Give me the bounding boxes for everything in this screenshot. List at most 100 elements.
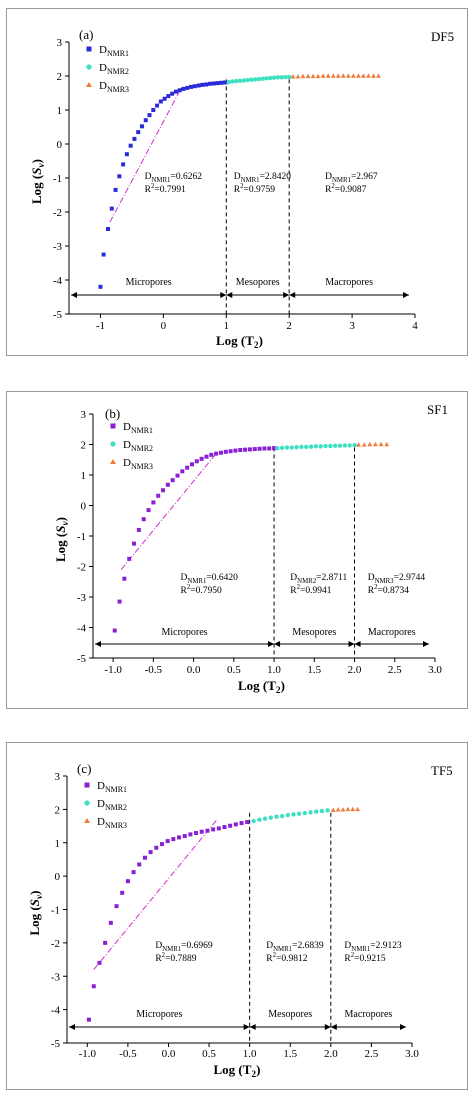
x-tick-label: 1.5 bbox=[283, 1048, 297, 1060]
data-point-nmr1 bbox=[185, 465, 190, 470]
arrow-head bbox=[274, 641, 281, 647]
legend-entry: DNMR2 bbox=[123, 439, 153, 453]
legend-entry: DNMR1 bbox=[99, 44, 129, 58]
data-point-nmr1 bbox=[109, 206, 114, 211]
data-point-nmr3 bbox=[335, 73, 341, 78]
y-tick-label: 3 bbox=[55, 771, 61, 783]
data-point-nmr1 bbox=[113, 187, 118, 192]
x-tick-label: 2.0 bbox=[324, 1048, 338, 1060]
data-point-nmr1 bbox=[162, 96, 167, 101]
data-point-nmr1 bbox=[159, 842, 164, 847]
data-point-nmr1 bbox=[171, 837, 176, 842]
data-point-nmr1 bbox=[215, 81, 220, 86]
legend-marker-circle bbox=[86, 64, 92, 70]
data-point-nmr2 bbox=[333, 443, 338, 448]
data-point-nmr1 bbox=[121, 162, 126, 167]
arrow-head bbox=[71, 292, 77, 298]
data-point-nmr1 bbox=[132, 541, 137, 546]
data-point-nmr1 bbox=[233, 448, 238, 453]
data-point-nmr2 bbox=[296, 811, 302, 816]
data-point-nmr1 bbox=[223, 449, 228, 454]
data-point-nmr1 bbox=[124, 152, 129, 157]
data-point-nmr1 bbox=[228, 449, 233, 454]
data-point-nmr1 bbox=[182, 834, 187, 839]
x-axis-title: Log (T2) bbox=[238, 678, 285, 696]
x-tick-label: 2.5 bbox=[365, 1048, 379, 1060]
y-tick-label: -2 bbox=[77, 562, 86, 574]
data-point-nmr1 bbox=[154, 845, 159, 850]
data-point-nmr1 bbox=[125, 879, 130, 884]
data-point-nmr1 bbox=[218, 450, 223, 455]
data-point-nmr2 bbox=[275, 445, 280, 451]
x-tick-label: 0.5 bbox=[202, 1048, 216, 1060]
data-point-nmr1 bbox=[211, 81, 216, 86]
fractal-dimension-label: DNMR1=0.6262 bbox=[145, 172, 203, 184]
data-point-nmr1 bbox=[151, 500, 156, 505]
fractal-dimension-label: DNMR1=0.6969 bbox=[155, 941, 213, 953]
data-point-nmr1 bbox=[117, 174, 122, 179]
data-point-nmr2 bbox=[352, 442, 357, 448]
zone-label: Mesopores bbox=[236, 277, 280, 288]
arrow-head bbox=[354, 641, 361, 647]
data-point-nmr1 bbox=[180, 469, 185, 474]
data-point-nmr2 bbox=[328, 443, 333, 449]
data-point-nmr2 bbox=[257, 817, 262, 822]
data-point-nmr2 bbox=[264, 76, 269, 81]
data-point-nmr1 bbox=[247, 447, 252, 452]
chart-panel-b: (b) SF1 -5 -4 -3 -2 -1 0 1 2 3 -1.0 -0.5 0.0 0.5 1.0 1… bbox=[6, 391, 468, 709]
data-point-nmr2 bbox=[302, 810, 308, 816]
data-point-nmr2 bbox=[286, 74, 292, 80]
data-point-nmr1 bbox=[161, 488, 166, 493]
data-point-nmr2 bbox=[271, 75, 277, 80]
chart-panel-a: (a) DF5 -5 -4 -3 -2 -1 0 1 2 3 -1 0 1 2 3 4 Log (T2) Log… bbox=[6, 8, 468, 356]
data-point-nmr2 bbox=[262, 816, 268, 821]
data-point-nmr1 bbox=[219, 80, 224, 85]
arrow-head bbox=[400, 1024, 406, 1030]
y-tick-label: -4 bbox=[77, 623, 87, 635]
data-point-nmr1 bbox=[142, 855, 147, 860]
data-point-nmr1 bbox=[91, 984, 96, 989]
r-squared-label: R2=0.9087 bbox=[325, 183, 366, 195]
data-point-nmr1 bbox=[194, 831, 199, 836]
data-point-nmr2 bbox=[230, 79, 235, 84]
data-point-nmr1 bbox=[207, 81, 212, 86]
data-point-nmr1 bbox=[188, 832, 193, 837]
data-point-nmr3 bbox=[325, 73, 331, 78]
y-tick-label: 2 bbox=[55, 804, 61, 816]
y-tick-label: 0 bbox=[55, 871, 61, 883]
data-point-nmr1 bbox=[272, 446, 277, 451]
zone-label: Micropores bbox=[126, 277, 172, 288]
legend-marker-triangle bbox=[110, 459, 116, 464]
data-point-nmr2 bbox=[256, 76, 262, 82]
y-tick-label: -4 bbox=[51, 1005, 61, 1017]
arrow-head bbox=[289, 292, 296, 298]
data-point-nmr2 bbox=[274, 814, 279, 819]
arrow-head bbox=[249, 1024, 256, 1030]
r-squared-label: R2=0.9759 bbox=[234, 183, 275, 195]
x-tick-label: 1.0 bbox=[243, 1048, 257, 1060]
data-point-nmr3 bbox=[300, 73, 306, 79]
sample-label: SF1 bbox=[427, 402, 448, 417]
fractal-dimension-label: DNMR3=2.9744 bbox=[368, 573, 426, 585]
y-tick-label: 2 bbox=[57, 71, 63, 83]
y-tick-label: -3 bbox=[77, 592, 87, 604]
data-point-nmr2 bbox=[279, 75, 284, 80]
x-tick-label: 2 bbox=[286, 320, 292, 332]
data-point-nmr1 bbox=[181, 86, 186, 91]
data-point-nmr1 bbox=[222, 825, 227, 830]
data-point-nmr2 bbox=[323, 443, 328, 449]
data-point-nmr1 bbox=[151, 108, 156, 112]
fractal-dimension-label: DNMR1=2.967 bbox=[325, 172, 378, 184]
data-point-nmr1 bbox=[136, 527, 141, 532]
r-squared-label: R2=0.7991 bbox=[145, 183, 186, 195]
y-tick-label: -1 bbox=[51, 905, 60, 917]
y-tick-label: 1 bbox=[57, 105, 63, 117]
data-point-nmr2 bbox=[237, 78, 243, 83]
fractal-dimension-label: DNMR1=2.8420 bbox=[234, 172, 292, 184]
data-point-nmr1 bbox=[166, 94, 171, 99]
data-point-nmr2 bbox=[279, 445, 285, 451]
legend-marker-triangle bbox=[84, 818, 90, 823]
data-point-nmr2 bbox=[318, 444, 323, 449]
legend-entry: DNMR3 bbox=[97, 816, 127, 830]
data-point-nmr3 bbox=[350, 806, 356, 812]
